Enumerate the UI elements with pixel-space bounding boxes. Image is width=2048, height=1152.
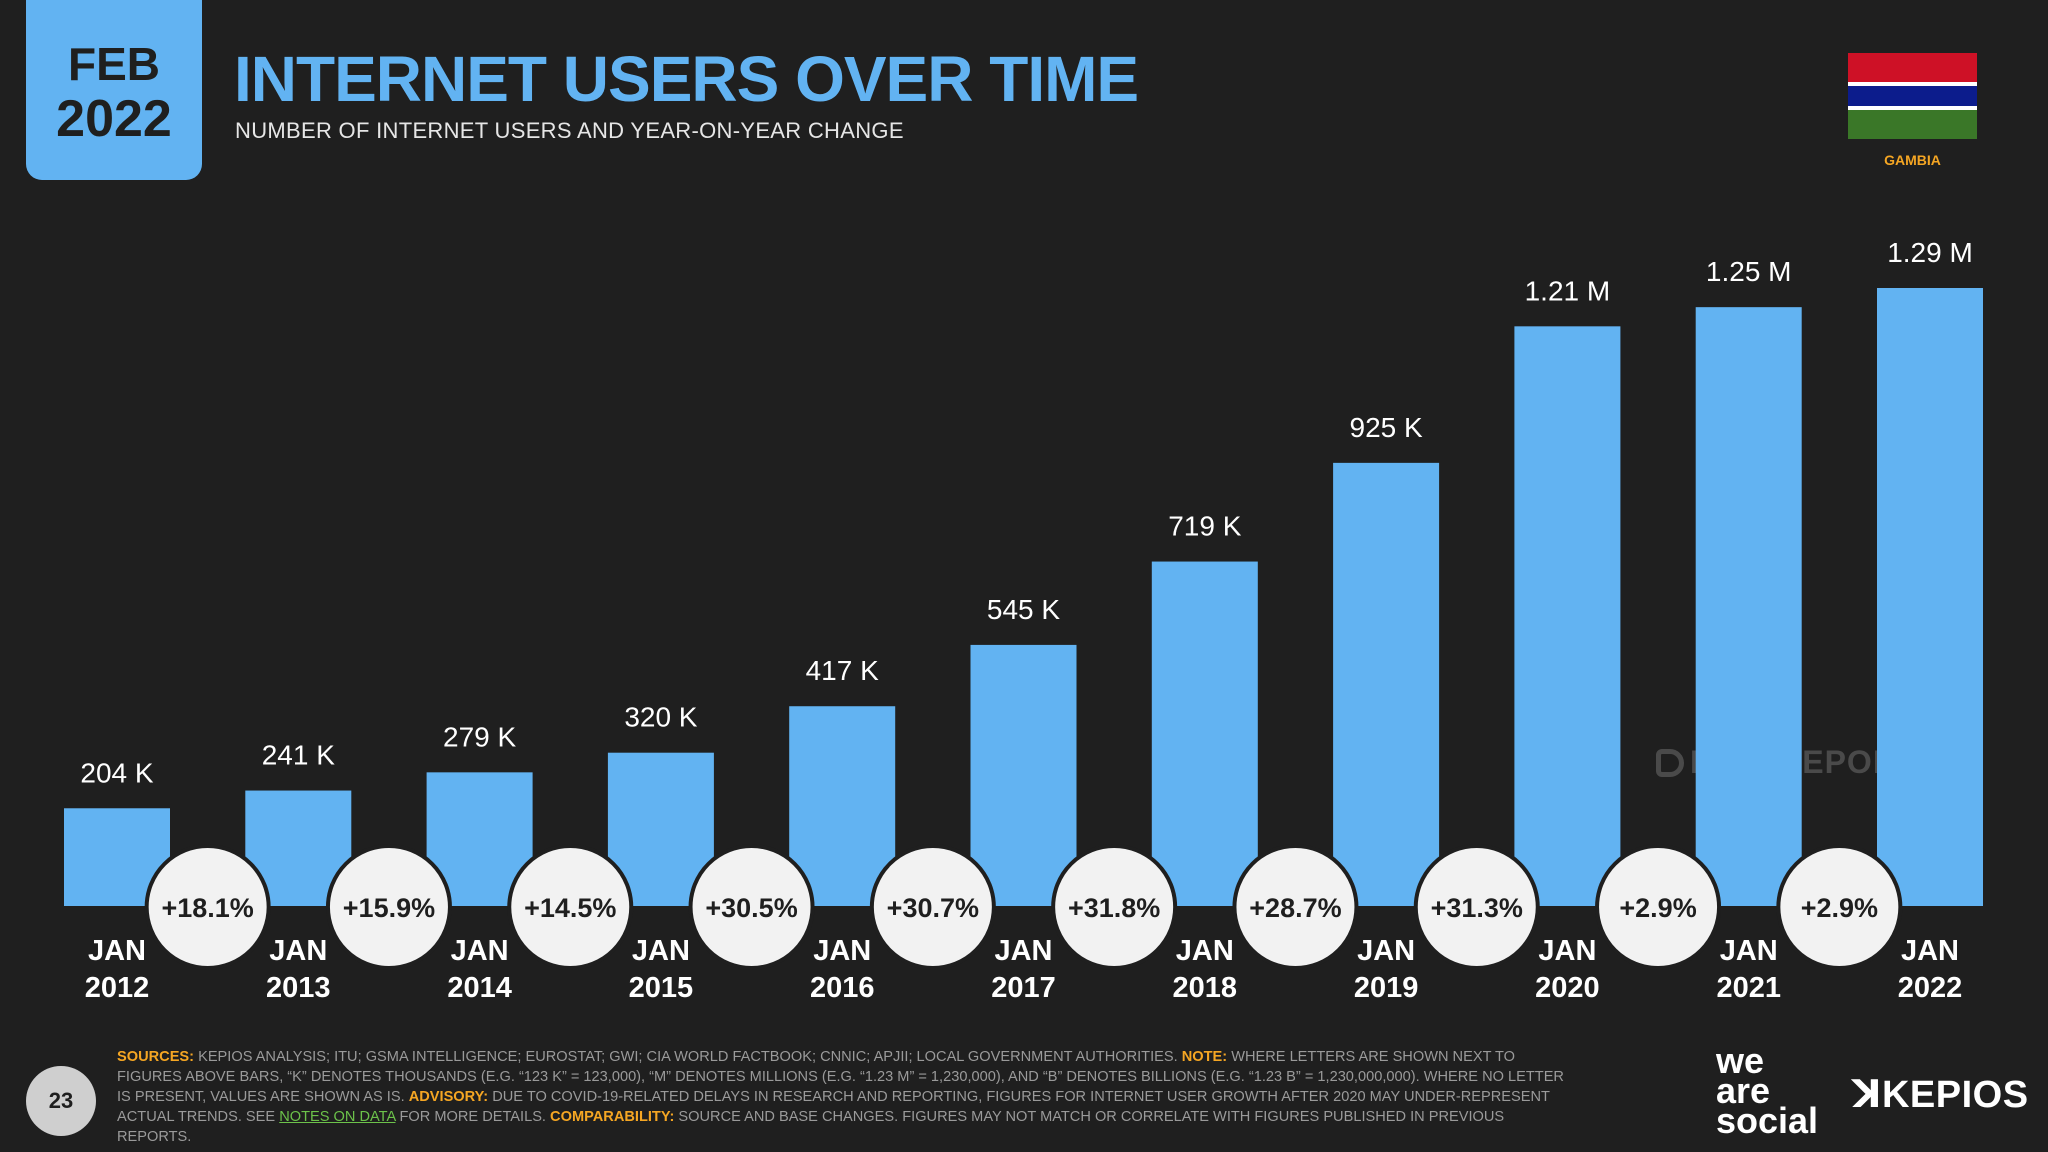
x-tick-label: 2022: [1898, 972, 1963, 1004]
yoy-change-label: +2.9%: [1801, 893, 1878, 923]
advisory-tail: FOR MORE DETAILS.: [395, 1109, 551, 1125]
value-label: 417 K: [806, 655, 879, 686]
date-badge: FEB 2022: [26, 0, 202, 180]
flag-stripe-white-bottom: [1848, 106, 1977, 110]
notes-on-data-link[interactable]: NOTES ON DATA: [279, 1109, 396, 1125]
yoy-change-label: +31.3%: [1431, 893, 1523, 923]
value-label: 719 K: [1168, 511, 1241, 542]
kepios-text: KEPIOS: [1881, 1074, 2029, 1116]
bar: [1695, 307, 1802, 906]
note-label: NOTE:: [1181, 1049, 1228, 1065]
bar-chart: 204 K JAN 2012 241 K JAN 2013 279 K JAN 2014 320 …: [64, 237, 1983, 1004]
bar: [970, 644, 1077, 906]
x-tick-label: JAN: [451, 935, 509, 967]
yoy-change-bubble: [325, 844, 452, 970]
yoy-change-label: +15.9%: [343, 893, 435, 923]
x-tick-label: JAN: [1357, 935, 1415, 967]
yoy-change-label: +31.8%: [1068, 893, 1160, 923]
bar: [1333, 462, 1440, 906]
kepios-logo: ꓘKEPIOS: [1852, 1072, 2029, 1117]
bar: [1151, 561, 1258, 906]
x-tick-label: 2017: [991, 972, 1056, 1004]
yoy-change-bubble: [1232, 844, 1359, 970]
date-year: 2022: [56, 90, 172, 148]
value-label: 1.25 M: [1706, 256, 1792, 287]
datareportal-logo-icon: [1656, 748, 1684, 777]
value-label: 925 K: [1350, 412, 1423, 443]
footnote: SOURCES: KEPIOS ANALYSIS; ITU; GSMA INTE…: [117, 1047, 1567, 1147]
sources-label: SOURCES:: [117, 1049, 195, 1065]
value-label: 279 K: [443, 721, 516, 752]
yoy-change-bubble: [1776, 844, 1903, 970]
x-tick-label: 2018: [1173, 972, 1238, 1004]
x-tick-label: 2021: [1716, 972, 1781, 1004]
sources-text: KEPIOS ANALYSIS; ITU; GSMA INTELLIGENCE;…: [194, 1049, 1182, 1065]
x-tick-label: JAN: [1720, 935, 1778, 967]
x-tick-label: 2014: [447, 972, 512, 1004]
page-title: INTERNET USERS OVER TIME: [234, 43, 1139, 115]
yoy-change-bubble: [688, 844, 815, 970]
x-tick-label: JAN: [1538, 935, 1596, 967]
advisory-label: ADVISORY:: [408, 1089, 489, 1105]
page-subtitle: NUMBER OF INTERNET USERS AND YEAR-ON-YEA…: [235, 118, 904, 143]
yoy-change-label: +18.1%: [161, 893, 253, 923]
kepios-k-icon: ꓘ: [1852, 1074, 1882, 1116]
advisory-text: DUE TO COVID-19-RELATED DELAYS IN RESEAR…: [117, 1089, 1550, 1125]
value-label: 320 K: [624, 702, 697, 733]
yoy-change-label: +2.9%: [1619, 893, 1696, 923]
x-tick-label: 2019: [1354, 972, 1419, 1004]
note-text: WHERE LETTERS ARE SHOWN NEXT TO FIGURES …: [117, 1049, 1564, 1105]
yoy-change-bubble: [869, 844, 996, 970]
x-tick-label: JAN: [88, 935, 146, 967]
yoy-change-label: +14.5%: [524, 893, 616, 923]
comparability-label: COMPARABILITY:: [550, 1109, 675, 1125]
yoy-change-bubble: [1051, 844, 1178, 970]
value-label: 204 K: [80, 757, 153, 788]
flag-stripe-blue: [1848, 86, 1977, 106]
x-tick-label: JAN: [632, 935, 690, 967]
flag-stripe-green: [1848, 110, 1977, 139]
logo-line-2: are: [1716, 1070, 1771, 1111]
yoy-change-bubble: [1413, 844, 1540, 970]
x-tick-label: 2013: [266, 972, 331, 1004]
value-label: 1.21 M: [1525, 275, 1611, 306]
page-number: 23: [26, 1066, 96, 1136]
x-tick-label: JAN: [813, 935, 871, 967]
value-label: 545 K: [987, 594, 1060, 625]
x-tick-label: JAN: [994, 935, 1052, 967]
bar: [1877, 288, 1983, 906]
logo-line-1: we: [1716, 1040, 1765, 1081]
x-tick-label: JAN: [1176, 935, 1234, 967]
date-month: FEB: [68, 38, 160, 90]
value-label: 1.29 M: [1887, 237, 1973, 268]
bar: [789, 706, 896, 906]
bar: [1514, 326, 1621, 907]
comparability-text: SOURCE AND BASE CHANGES. FIGURES MAY NOT…: [117, 1109, 1505, 1145]
flag-stripe-red: [1848, 53, 1977, 82]
yoy-change-label: +30.7%: [887, 893, 979, 923]
x-tick-label: 2015: [629, 972, 694, 1004]
x-tick-label: JAN: [1901, 935, 1959, 967]
value-label: 241 K: [262, 740, 335, 771]
x-tick-label: JAN: [269, 935, 327, 967]
yoy-change-bubble: [1595, 844, 1722, 970]
yoy-change-bubble: [144, 844, 271, 970]
flag-stripe-white-top: [1848, 82, 1977, 86]
yoy-change-label: +28.7%: [1249, 893, 1341, 923]
x-tick-label: 2012: [85, 972, 150, 1004]
yoy-change-bubble: [507, 844, 634, 970]
gambia-flag-icon: [1848, 53, 1977, 139]
yoy-change-label: +30.5%: [705, 893, 797, 923]
x-tick-label: 2020: [1535, 972, 1600, 1004]
country-label: GAMBIA: [1884, 152, 1941, 168]
we-are-social-logo: we are social: [1716, 1040, 1819, 1141]
x-tick-label: 2016: [810, 972, 875, 1004]
logo-line-3: social: [1716, 1100, 1819, 1141]
